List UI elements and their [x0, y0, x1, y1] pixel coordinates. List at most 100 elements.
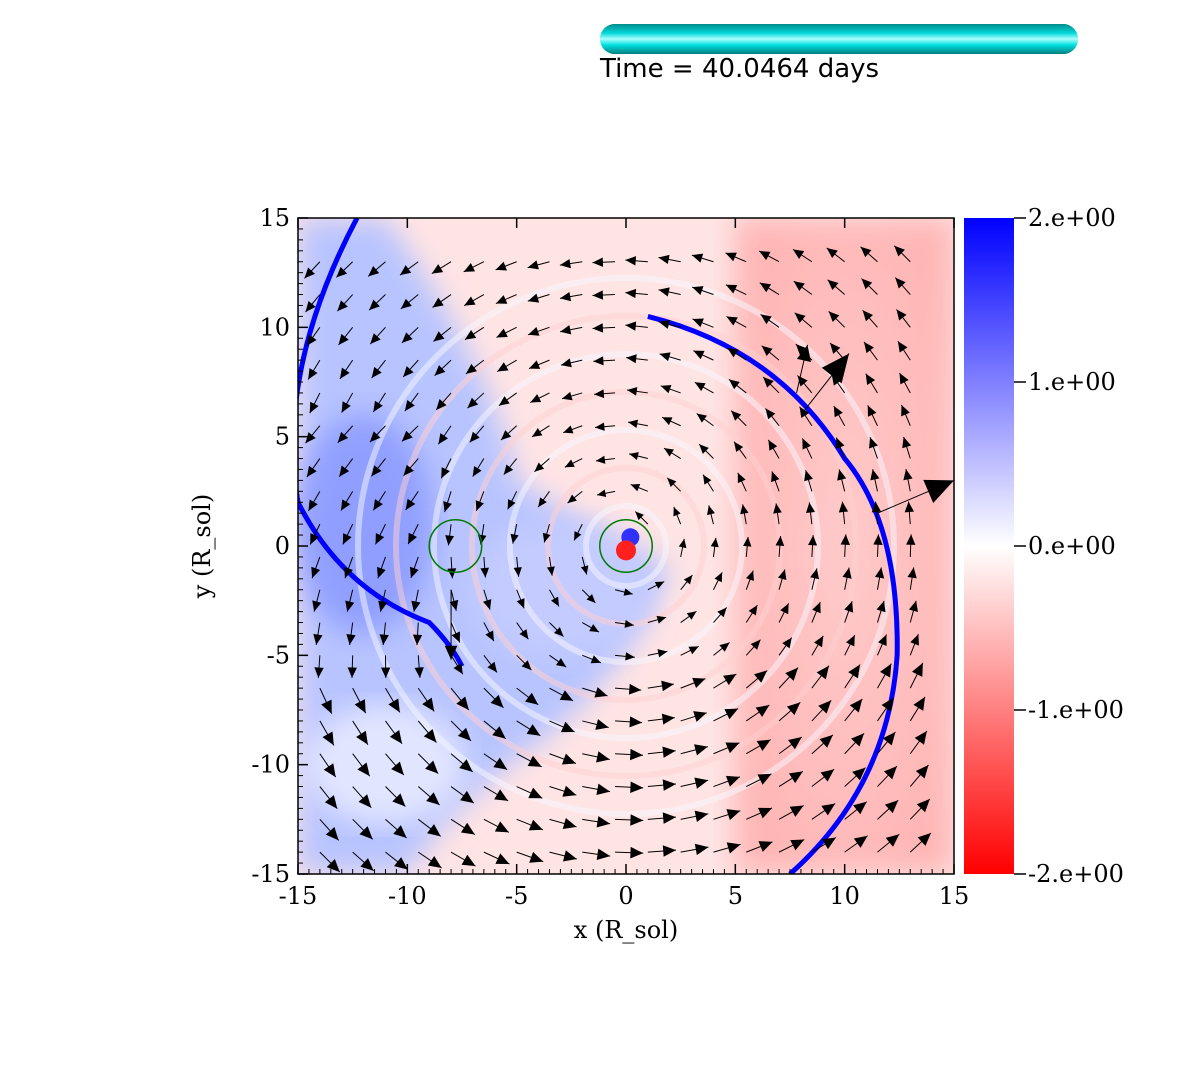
velocity-arrow: [908, 600, 918, 623]
velocity-arrow: [417, 818, 442, 837]
velocity-arrow: [902, 436, 912, 459]
velocity-arrow: [844, 801, 867, 820]
velocity-arrow: [702, 474, 714, 492]
velocity-arrow: [516, 589, 525, 609]
velocity-arrow: [379, 622, 389, 646]
velocity-arrow: [497, 359, 517, 372]
velocity-arrow: [483, 720, 507, 740]
velocity-arrow: [778, 603, 790, 623]
velocity-arrow: [877, 799, 899, 820]
velocity-arrow: [596, 489, 616, 498]
velocity-arrow: [762, 376, 780, 394]
velocity-arrow: [450, 753, 473, 773]
velocity-arrow: [614, 588, 633, 596]
velocity-arrow: [483, 753, 508, 771]
star-marker-circle: [599, 519, 653, 573]
velocity-arrow: [344, 556, 354, 579]
velocity-arrow: [804, 470, 813, 492]
velocity-arrow: [904, 501, 914, 525]
velocity-arrow: [746, 739, 771, 755]
velocity-arrow: [341, 392, 354, 413]
velocity-arrow: [867, 405, 878, 426]
velocity-arrow: [516, 622, 529, 640]
velocity-arrow: [500, 425, 518, 441]
velocity-arrow: [380, 655, 391, 678]
velocity-arrow: [844, 732, 865, 755]
velocity-arrow: [647, 812, 677, 824]
velocity-arrow: [726, 316, 747, 328]
velocity-arrow: [647, 845, 677, 857]
velocity-arrow: [615, 683, 642, 695]
velocity-arrow: [449, 589, 459, 611]
velocity-arrow: [346, 622, 356, 645]
velocity-arrow: [336, 261, 354, 278]
velocity-arrow: [680, 744, 708, 756]
colorbar-ticks: 2.e+00 1.e+00 0.e+00 -1.e+00 -2.e+00: [1014, 204, 1124, 888]
velocity-arrow: [469, 425, 485, 443]
velocity-arrow: [339, 359, 354, 380]
velocity-arrow: [549, 720, 575, 733]
velocity-arrow: [516, 818, 544, 831]
velocity-arrow: [516, 786, 543, 799]
velocity-arrow: [877, 634, 887, 656]
velocity-arrow: [877, 833, 900, 853]
velocity-arrow: [873, 534, 883, 557]
shock-front-right: [647, 313, 900, 874]
velocity-arrow: [737, 472, 747, 492]
velocity-arrow: [306, 327, 321, 347]
velocity-arrow: [319, 851, 341, 873]
velocity-arrow: [549, 589, 560, 607]
velocity-arrow: [496, 326, 517, 338]
velocity-arrow: [680, 777, 709, 789]
velocity-arrow: [833, 405, 846, 426]
velocity-arrow: [660, 384, 681, 394]
velocity-arrow: [444, 589, 458, 660]
velocity-arrow: [431, 261, 452, 275]
velocity-arrow: [658, 319, 681, 329]
velocity-arrow: [625, 256, 648, 266]
velocity-arrow: [874, 567, 885, 590]
y-tick-label: 0: [275, 532, 290, 560]
velocity-arrow: [844, 664, 861, 689]
velocity-arrow: [713, 708, 739, 722]
heatmap-ripple: [393, 313, 859, 779]
velocity-arrow: [765, 408, 780, 427]
velocity-arrow: [582, 719, 609, 730]
velocity-arrow: [542, 523, 551, 543]
velocity-arrow: [465, 359, 485, 375]
velocity-arrow: [549, 785, 577, 797]
velocity-arrow: [450, 786, 475, 804]
velocity-arrow: [372, 491, 386, 511]
velocity-arrow: [696, 413, 714, 427]
velocity-arrow: [647, 615, 667, 624]
velocity-arrow: [399, 261, 419, 276]
velocity-arrow: [450, 687, 470, 711]
velocity-arrow: [582, 687, 608, 698]
velocity-arrow: [305, 425, 321, 444]
velocity-arrow: [876, 600, 886, 623]
velocity-arrow: [647, 680, 674, 692]
heatmap-pale-region: [305, 704, 466, 825]
velocity-arrow: [647, 713, 675, 725]
velocity-arrow: [627, 419, 648, 428]
velocity-arrow: [906, 534, 916, 557]
velocity-arrow: [483, 851, 510, 865]
velocity-arrow: [371, 359, 386, 379]
velocity-arrow: [312, 589, 322, 612]
x-tick-label: 10: [829, 882, 860, 910]
velocity-arrow: [713, 809, 741, 821]
velocity-arrow: [480, 556, 490, 578]
velocity-arrow: [472, 458, 485, 477]
velocity-arrow: [582, 654, 602, 664]
velocity-arrow: [778, 770, 804, 787]
velocity-arrow: [673, 506, 682, 525]
velocity-arrow: [314, 655, 324, 678]
x-tick-label: -10: [388, 882, 427, 910]
velocity-arrow: [549, 622, 564, 637]
velocity-arrow: [516, 654, 532, 671]
velocity-arrow: [808, 535, 818, 557]
velocity-arrow: [311, 556, 321, 579]
velocity-arrow: [405, 491, 419, 511]
velocity-arrow: [647, 649, 668, 658]
velocity-arrow: [614, 620, 634, 628]
